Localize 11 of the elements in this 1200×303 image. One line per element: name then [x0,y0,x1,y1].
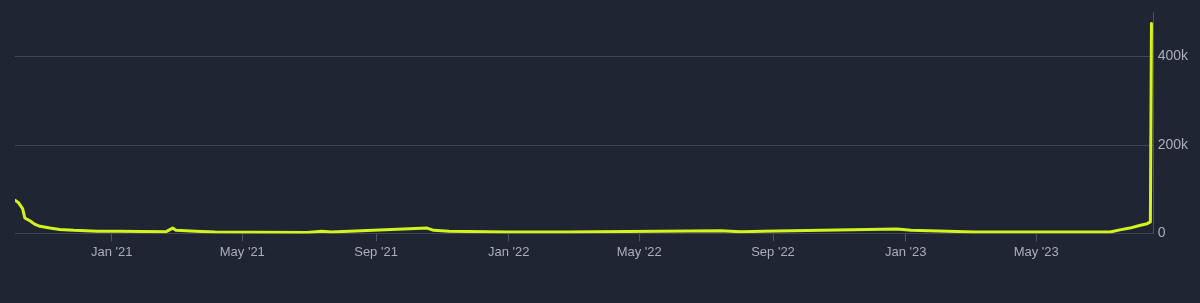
x-tick-label: Jan '22 [487,243,530,259]
x-tick-label: May '21 [219,243,265,259]
y-tick-label: 0 [1157,224,1166,241]
x-tick-label: Jan '21 [91,243,133,259]
x-tick-label: May '23 [1013,243,1059,259]
y-tick-label: 200k [1157,135,1189,152]
x-tick-label: Jan '23 [884,243,927,259]
y-tick-label: 400k [1157,47,1189,64]
x-tick-label: Sep '21 [354,243,398,259]
x-tick-label: May '22 [616,243,662,259]
x-tick-label: Sep '22 [751,243,795,259]
